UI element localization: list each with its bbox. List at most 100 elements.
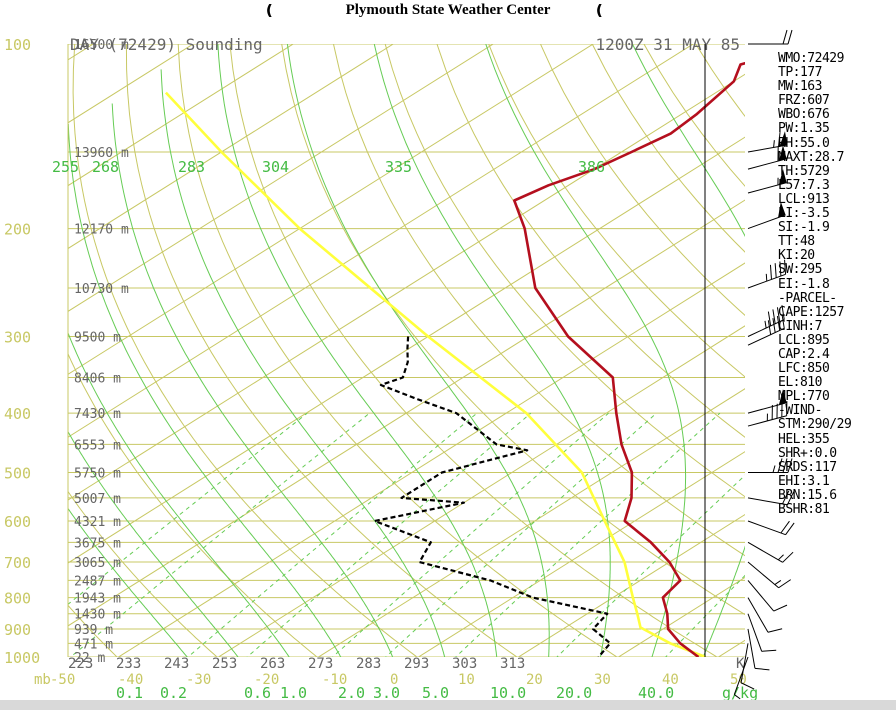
wind-barb	[733, 656, 749, 700]
kelvin-tick-label: 223	[68, 656, 93, 672]
temperature-tick-label: -50	[50, 672, 75, 688]
wind-barb-shaft	[747, 613, 763, 652]
wind-barb-shaft	[747, 214, 786, 230]
pressure-tick-label: 1000	[4, 649, 40, 667]
wind-barb-flag	[778, 389, 787, 405]
theta-e-label: 335	[385, 158, 412, 176]
wind-barb-half-feather	[773, 140, 775, 148]
wind-barb-feather	[782, 490, 790, 505]
wind-barb-feather	[776, 315, 781, 331]
theta-e-label: 255	[52, 158, 79, 176]
wind-barb	[747, 628, 770, 671]
height-level-label: 8406 m	[74, 372, 121, 387]
pressure-tick-label: 100	[4, 36, 31, 54]
wind-barb-shaft	[747, 541, 783, 563]
mixing-ratio-line	[246, 412, 532, 657]
stat-line: -PARCEL-	[778, 290, 837, 306]
wind-barb	[747, 145, 787, 170]
logo-left-icon: ❪	[264, 0, 275, 21]
kelvin-tick-label: 313	[500, 656, 525, 672]
dry-adiabat	[177, 44, 618, 657]
pressure-tick-label: 900	[4, 621, 31, 639]
stat-line: CAP:2.4	[778, 346, 830, 362]
stat-line: LCL:895	[778, 332, 830, 348]
mixing-ratio-line	[556, 474, 745, 657]
height-level-label: 16500 m	[74, 38, 129, 53]
stat-line: CAPE:1257	[778, 304, 844, 320]
height-level-label: 3675 m	[74, 536, 121, 551]
wind-barb-feather	[780, 520, 790, 534]
stat-line: MPL:770	[778, 389, 830, 405]
wind-barb	[747, 169, 787, 194]
stat-line: TH:5729	[778, 163, 830, 179]
wind-barb	[747, 131, 788, 153]
isotherm-line	[68, 44, 695, 438]
stat-line: WMO:72429	[778, 51, 844, 66]
stat-line: SW:295	[778, 262, 822, 278]
stat-line: EI:-1.8	[778, 276, 830, 292]
wind-barb-feather	[784, 259, 787, 275]
temperature-tick-label: 10	[458, 672, 475, 688]
isotherm-line	[68, 44, 495, 312]
pressure-tick-label: 600	[4, 513, 31, 531]
wind-barb	[748, 29, 793, 45]
height-level-label: 5750 m	[74, 466, 121, 481]
wind-barb-feather	[778, 579, 791, 589]
height-level-label: 4321 m	[74, 515, 121, 530]
stat-line: TT:48	[778, 234, 815, 250]
wind-barb-feather	[778, 132, 781, 147]
pressure-tick-label: 400	[4, 405, 31, 423]
theta-e-label: 304	[262, 158, 289, 176]
wind-barb-shaft	[740, 643, 749, 683]
wind-barb-feather	[767, 320, 772, 335]
station-title: DAY (72429) Sounding	[70, 35, 263, 54]
wind-barb-shaft	[747, 497, 788, 506]
wind-barb	[748, 458, 793, 473]
wind-barb-shaft	[747, 628, 756, 669]
height-level-label: 9500 m	[74, 331, 121, 346]
stat-line: FRZ:607	[778, 93, 830, 109]
mixing-ratio-tick-label: 40.0	[638, 684, 674, 702]
wind-barb-half-feather	[777, 554, 784, 561]
wind-barb-shaft	[747, 597, 769, 633]
wind-barb-feather	[740, 682, 755, 690]
plot-area	[68, 44, 745, 657]
wind-barb-feather	[787, 458, 793, 473]
page-title: Plymouth State Weather Center	[345, 2, 551, 18]
temperature-tick-label: -10	[322, 672, 347, 688]
height-level-label: 22 m	[74, 651, 105, 666]
sounding-stats-panel: WMO:72429 TP:177 MW:163 FRZ:607 WBO:676 PW:1.…	[778, 51, 852, 517]
stat-line: SHR+:0.0	[778, 445, 837, 461]
moist-adiabat	[373, 44, 611, 657]
isotherm-line	[68, 199, 745, 627]
pressure-tick-label: 500	[4, 464, 31, 482]
wind-barb-feather	[777, 458, 783, 473]
mixing-ratio-tick-label: 10.0	[490, 684, 526, 702]
stat-line: EL:810	[778, 375, 822, 391]
wind-barb-half-feather	[734, 694, 741, 700]
wind-barb-flag	[778, 145, 787, 161]
kelvin-tick-label: 263	[260, 656, 285, 672]
dry-adiabat	[539, 44, 745, 316]
stat-line: KI:20	[778, 248, 815, 264]
wind-barb-shaft	[747, 158, 787, 170]
height-level-label: 471 m	[74, 637, 113, 652]
stat-line: TP:177	[778, 65, 822, 81]
isotherm-line	[417, 451, 745, 657]
wind-barb-feather	[782, 29, 788, 45]
temperature-tick-label: 40	[662, 672, 679, 688]
pressure-tick-label: 200	[4, 221, 31, 239]
wind-barb-half-feather	[774, 580, 782, 585]
wind-barb-shaft	[747, 327, 785, 346]
wind-barb	[747, 541, 794, 563]
theta-e-label: 386	[578, 158, 605, 176]
wind-barb-feather	[773, 604, 788, 612]
theta-e-label: 268	[92, 158, 119, 176]
wind-barb-flag	[779, 131, 788, 147]
kelvin-tick-label: 253	[212, 656, 237, 672]
mb-axis-label: mb	[34, 672, 51, 688]
wind-barb	[747, 401, 788, 427]
stat-line: MW:163	[778, 79, 822, 95]
wind-barb-feather	[786, 491, 795, 506]
